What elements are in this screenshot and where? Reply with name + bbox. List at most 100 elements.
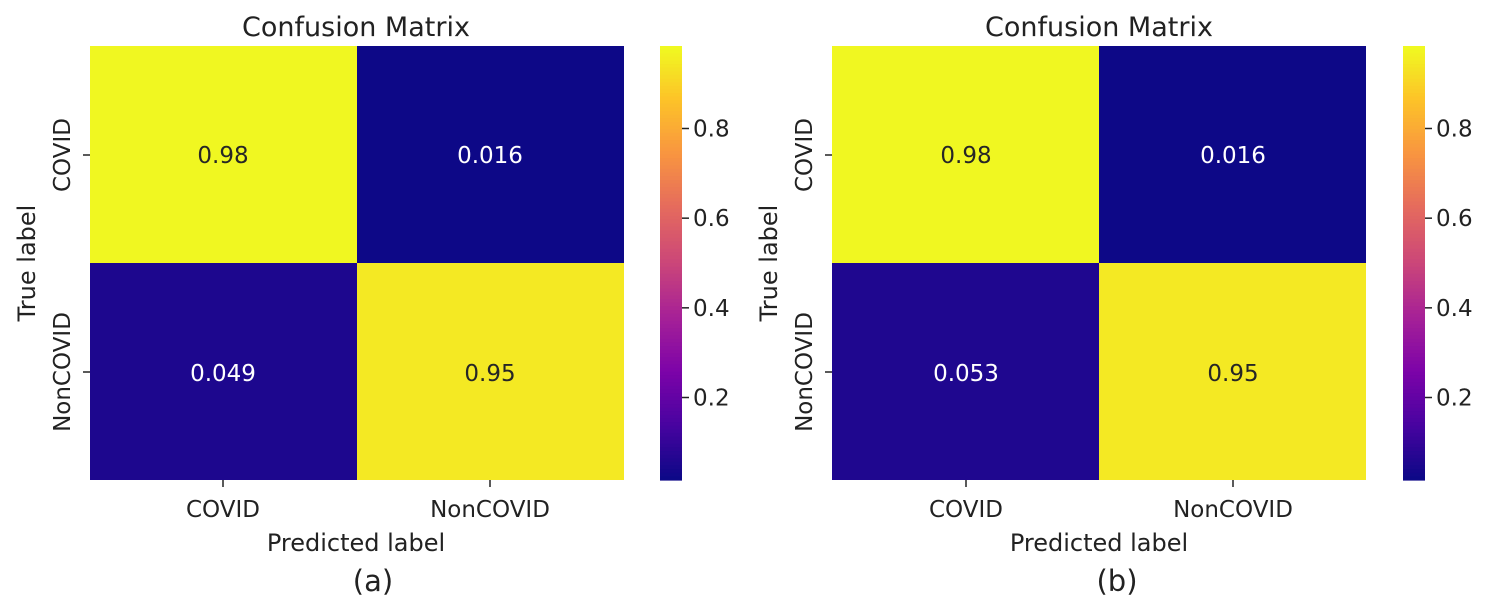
panel-a-colorbar-segment bbox=[660, 125, 682, 130]
panel-b-colorbar-segment bbox=[1403, 121, 1425, 127]
panel-a-cell-1-1 bbox=[357, 263, 624, 480]
panel-a-colorbar-segment bbox=[660, 335, 682, 340]
panel-b-colorbar-segment bbox=[1403, 357, 1425, 362]
panel-a-colorbar-segment bbox=[660, 400, 682, 405]
panel-a-colorbar-segment bbox=[660, 150, 682, 156]
panel-a-colorbar-segment bbox=[660, 96, 682, 101]
panel-a-colorbar-segment bbox=[660, 349, 682, 355]
panel-a-colorbar-segment bbox=[660, 306, 682, 311]
panel-b-colorbar-segment bbox=[1403, 208, 1425, 213]
panel-a-colorbar-segment bbox=[660, 284, 682, 289]
panel-b-colorbar-segment bbox=[1403, 465, 1425, 470]
panel-a-colorbar-segment bbox=[660, 320, 682, 326]
panel-b-colorbar-tick-label: 0.2 bbox=[1436, 386, 1473, 412]
panel-a-colorbar-segment bbox=[660, 100, 682, 105]
panel-a-colorbar-segment bbox=[660, 85, 682, 90]
panel-b-colorbar-segment bbox=[1403, 414, 1425, 420]
panel-a-colorbar-segment bbox=[660, 111, 682, 116]
panel-b-annot-0-0: 0.98 bbox=[940, 143, 991, 169]
panel-b-colorbar-segment bbox=[1403, 425, 1425, 430]
panel-a-colorbar-segment bbox=[660, 74, 682, 80]
panel-b-colorbar-segment bbox=[1403, 96, 1425, 101]
panel-b-colorbar-segment bbox=[1403, 443, 1425, 449]
panel-b-colorbar-segment bbox=[1403, 342, 1425, 347]
panel-a-colorbar-segment bbox=[660, 425, 682, 430]
panel-b-annot-0-1: 0.016 bbox=[1200, 143, 1266, 169]
panel-b-annot-1-1: 0.95 bbox=[1207, 361, 1258, 387]
panel-a-ylabel: True label bbox=[13, 205, 41, 323]
panel-b-colorbar-segment bbox=[1403, 371, 1425, 376]
panel-a-colorbar-segment bbox=[660, 49, 682, 54]
panel-a-colorbar-segment bbox=[660, 465, 682, 470]
panel-a-colorbar-segment bbox=[660, 364, 682, 369]
panel-a-colorbar-segment bbox=[660, 165, 682, 170]
panel-b-colorbar-segment bbox=[1403, 230, 1425, 235]
panel-a-ytick-label-1: NonCOVID bbox=[50, 312, 76, 432]
panel-a-colorbar: 0.8 0.6 0.4 0.2 bbox=[660, 46, 730, 481]
panel-b-colorbar-tick-label: 0.8 bbox=[1436, 116, 1473, 142]
panel-b-colorbar-segment bbox=[1403, 375, 1425, 380]
panel-b-label: (b) bbox=[1096, 564, 1137, 598]
panel-b-colorbar-segment bbox=[1403, 270, 1425, 275]
panel-b-colorbar-segment bbox=[1403, 114, 1425, 119]
panel-a-cell-1-0 bbox=[90, 263, 357, 480]
panel-b-colorbar-segment bbox=[1403, 472, 1425, 477]
panel-a-colorbar-segment bbox=[660, 411, 682, 416]
panel-b-colorbar-segment bbox=[1403, 360, 1425, 365]
panel-b-colorbar-segment bbox=[1403, 226, 1425, 232]
panel-b-colorbar-segment bbox=[1403, 378, 1425, 383]
panel-b-colorbar-segment bbox=[1403, 78, 1425, 83]
panel-b-colorbar-segment bbox=[1403, 176, 1425, 181]
panel-b-ylabel: True label bbox=[755, 205, 783, 323]
panel-b-title: Confusion Matrix bbox=[985, 12, 1213, 43]
panel-a-colorbar-segment bbox=[660, 252, 682, 257]
panel-a-colorbar-segment bbox=[660, 212, 682, 217]
panel-a-colorbar-segment bbox=[660, 259, 682, 264]
panel-a-colorbar-segment bbox=[660, 64, 682, 69]
panel-a-colorbar-segment bbox=[660, 194, 682, 199]
panel-a-colorbar-segment bbox=[660, 346, 682, 351]
panel-b-colorbar-segment bbox=[1403, 458, 1425, 463]
panel-a-colorbar-segment bbox=[660, 244, 682, 250]
panel-a-colorbar-segment bbox=[660, 71, 682, 76]
panel-b-colorbar-tick-label: 0.6 bbox=[1436, 206, 1473, 232]
panel-b-colorbar-segment bbox=[1403, 299, 1425, 304]
panel-a-colorbar-segment bbox=[660, 223, 682, 228]
panel-a-colorbar-segment bbox=[660, 266, 682, 271]
panel-b-colorbar-segment bbox=[1403, 313, 1425, 318]
panel-a-colorbar-segment bbox=[660, 103, 682, 109]
panel-a-colorbar-segment bbox=[660, 440, 682, 445]
panel-a-colorbar-segment bbox=[660, 263, 682, 268]
panel-b-colorbar-segment bbox=[1403, 328, 1425, 333]
panel-b-colorbar-segment bbox=[1403, 125, 1425, 130]
panel-a-colorbar-segment bbox=[660, 454, 682, 459]
panel-a-xtick-label-0: COVID bbox=[186, 497, 260, 523]
panel-b-colorbar-segment bbox=[1403, 469, 1425, 474]
panel-b-colorbar-segment bbox=[1403, 432, 1425, 438]
panel-a-annot-0-0: 0.98 bbox=[197, 143, 248, 169]
panel-b-colorbar-segment bbox=[1403, 451, 1425, 456]
panel-a: Confusion Matrix 0.98 0.016 0.049 0.95 C… bbox=[13, 12, 730, 598]
panel-b-colorbar-segment bbox=[1403, 223, 1425, 228]
panel-a-colorbar-segment bbox=[660, 288, 682, 293]
panel-b-colorbar-segment bbox=[1403, 100, 1425, 105]
panel-a-colorbar-segment bbox=[660, 360, 682, 365]
panel-a-colorbar-segment bbox=[660, 313, 682, 318]
panel-a-colorbar-segment bbox=[660, 143, 682, 148]
panel-a-colorbar-segment bbox=[660, 389, 682, 394]
panel-b-colorbar-segment bbox=[1403, 277, 1425, 282]
panel-a-colorbar-segment bbox=[660, 378, 682, 383]
panel-b-colorbar-segment bbox=[1403, 89, 1425, 94]
panel-b-colorbar-segment bbox=[1403, 158, 1425, 163]
panel-b-colorbar-segment bbox=[1403, 266, 1425, 271]
panel-a-colorbar-segment bbox=[660, 190, 682, 195]
panel-a-colorbar-segment bbox=[660, 234, 682, 239]
panel-b-colorbar-segment bbox=[1403, 335, 1425, 340]
panel-a-colorbar-segment bbox=[660, 226, 682, 232]
panel-b-annot-1-0: 0.053 bbox=[933, 361, 999, 387]
panel-a-colorbar-segment bbox=[660, 414, 682, 420]
panel-a-colorbar-segment bbox=[660, 331, 682, 336]
panel-b-colorbar-segment bbox=[1403, 147, 1425, 152]
panel-b-colorbar-segment bbox=[1403, 161, 1425, 166]
panel-b-colorbar-segment bbox=[1403, 422, 1425, 427]
